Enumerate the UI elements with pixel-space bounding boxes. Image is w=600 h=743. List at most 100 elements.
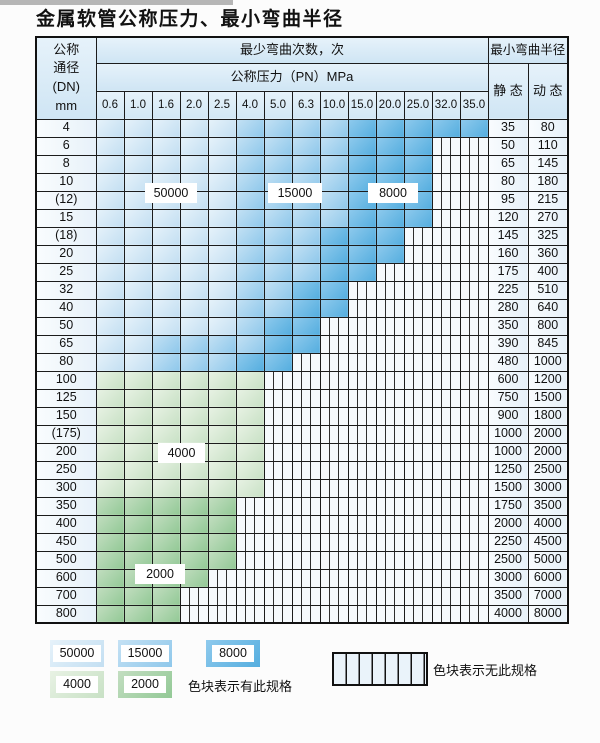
dynamic-radius-value: 270 [527, 208, 569, 228]
spec-cell-15000-pn-6.3 [291, 226, 321, 246]
legend-swatch-50000: 50000 [50, 640, 104, 667]
legend-swatch-label: 50000 [52, 645, 102, 662]
spec-cell-50000-pn-1.0 [123, 136, 153, 156]
table-row-dn-4: 4 35 80 [35, 118, 569, 138]
spec-cell-2000-pn-2.0 [179, 496, 209, 516]
dynamic-radius-value: 4000 [527, 514, 569, 534]
no-spec-cell-pn-32.0 [431, 208, 461, 228]
spec-cell-50000-pn-2.0 [179, 208, 209, 228]
no-spec-cell-pn-35.0 [459, 298, 489, 318]
dynamic-radius-value: 110 [527, 136, 569, 156]
header-bend-cycles: 最少弯曲次数，次 [95, 36, 489, 64]
static-radius-value: 4000 [487, 604, 529, 624]
no-spec-cell-pn-6.3 [291, 550, 321, 570]
spec-cell-4000-pn-1.0 [123, 442, 153, 462]
spec-cell-4000-pn-1.6 [151, 478, 181, 498]
spec-cell-50000-pn-2.0 [179, 298, 209, 318]
spec-cell-50000-pn-1.0 [123, 154, 153, 174]
spec-cell-8000-pn-15.0 [347, 136, 377, 156]
spec-cell-50000-pn-0.6 [95, 136, 125, 156]
spec-cell-4000-pn-0.6 [95, 370, 125, 390]
static-radius-value: 35 [487, 118, 529, 138]
spec-cell-2000-pn-0.6 [95, 496, 125, 516]
pressure-col-15.0: 15.0 [347, 90, 377, 120]
spec-cell-4000-pn-1.6 [151, 370, 181, 390]
spec-cell-8000-pn-25.0 [403, 208, 433, 228]
spec-cell-15000-pn-2.0 [179, 334, 209, 354]
spec-cell-50000-pn-2.5 [207, 280, 237, 300]
no-spec-cell-pn-5.0 [263, 406, 293, 426]
no-spec-cell-pn-35.0 [459, 334, 489, 354]
no-spec-cell-pn-25.0 [403, 406, 433, 426]
no-spec-cell-pn-15.0 [347, 496, 377, 516]
spec-cell-2000-pn-1.0 [123, 532, 153, 552]
no-spec-cell-pn-25.0 [403, 334, 433, 354]
spec-cell-2000-pn-0.6 [95, 604, 125, 624]
spec-cell-50000-pn-0.6 [95, 352, 125, 372]
spec-cell-4000-pn-1.0 [123, 388, 153, 408]
spec-cell-50000-pn-0.6 [95, 154, 125, 174]
spec-cell-15000-pn-6.3 [291, 262, 321, 282]
no-spec-cell-pn-25.0 [403, 514, 433, 534]
no-spec-cell-pn-35.0 [459, 208, 489, 228]
no-spec-cell-pn-35.0 [459, 496, 489, 516]
no-spec-cell-pn-25.0 [403, 298, 433, 318]
static-radius-value: 480 [487, 352, 529, 372]
no-spec-cell-pn-25.0 [403, 496, 433, 516]
no-spec-cell-pn-5.0 [263, 568, 293, 588]
no-spec-cell-pn-35.0 [459, 316, 489, 336]
no-spec-cell-pn-15.0 [347, 550, 377, 570]
spec-cell-4000-pn-0.6 [95, 406, 125, 426]
no-spec-cell-pn-15.0 [347, 352, 377, 372]
spec-cell-4000-pn-2.5 [207, 406, 237, 426]
static-radius-value: 1000 [487, 424, 529, 444]
table-row-dn-65: 65 390 845 [35, 334, 569, 354]
spec-cell-50000-pn-2.0 [179, 226, 209, 246]
spec-cell-4000-pn-2.5 [207, 460, 237, 480]
no-spec-cell-pn-10.0 [319, 388, 349, 408]
no-spec-cell-pn-15.0 [347, 334, 377, 354]
spec-cell-15000-pn-10.0 [319, 136, 349, 156]
spec-cell-50000-pn-2.5 [207, 244, 237, 264]
spec-cell-8000-pn-20.0 [375, 244, 405, 264]
spec-cell-50000-pn-2.5 [207, 136, 237, 156]
pressure-col-1.0: 1.0 [123, 90, 153, 120]
no-spec-cell-pn-32.0 [431, 514, 461, 534]
no-spec-cell-pn-4.0 [235, 568, 265, 588]
no-spec-cell-pn-2.5 [207, 586, 237, 606]
table-row-dn-800: 800 4000 8000 [35, 604, 569, 624]
no-spec-cell-pn-32.0 [431, 154, 461, 174]
spec-cell-4000-pn-1.6 [151, 424, 181, 444]
spec-cell-15000-pn-6.3 [291, 244, 321, 264]
pressure-col-1.6: 1.6 [151, 90, 181, 120]
spec-cell-8000-pn-20.0 [375, 154, 405, 174]
no-spec-cell-pn-32.0 [431, 406, 461, 426]
static-radius-value: 280 [487, 298, 529, 318]
spec-cell-2000-pn-1.0 [123, 496, 153, 516]
spec-cell-4000-pn-2.0 [179, 388, 209, 408]
spec-cell-4000-pn-2.5 [207, 442, 237, 462]
header-static: 静 态 [487, 62, 529, 120]
spec-cell-15000-pn-5.0 [263, 136, 293, 156]
dn-label: 15 [35, 208, 97, 228]
no-spec-cell-pn-35.0 [459, 262, 489, 282]
spec-cell-15000-pn-10.0 [319, 208, 349, 228]
spec-cell-15000-pn-4.0 [235, 244, 265, 264]
spec-cell-50000-pn-1.6 [151, 208, 181, 228]
no-spec-cell-pn-25.0 [403, 604, 433, 624]
dn-label: (12) [35, 190, 97, 210]
no-spec-cell-pn-20.0 [375, 442, 405, 462]
no-spec-cell-pn-25.0 [403, 370, 433, 390]
static-radius-value: 145 [487, 226, 529, 246]
spec-cell-50000-pn-1.6 [151, 154, 181, 174]
no-spec-cell-pn-35.0 [459, 352, 489, 372]
no-spec-cell-pn-20.0 [375, 388, 405, 408]
spec-cell-4000-pn-2.5 [207, 388, 237, 408]
spec-cell-50000-pn-1.0 [123, 298, 153, 318]
no-spec-cell-pn-5.0 [263, 586, 293, 606]
spec-cell-50000-pn-1.0 [123, 244, 153, 264]
no-spec-cell-pn-5.0 [263, 388, 293, 408]
spec-cell-4000-pn-4.0 [235, 442, 265, 462]
static-radius-value: 120 [487, 208, 529, 228]
